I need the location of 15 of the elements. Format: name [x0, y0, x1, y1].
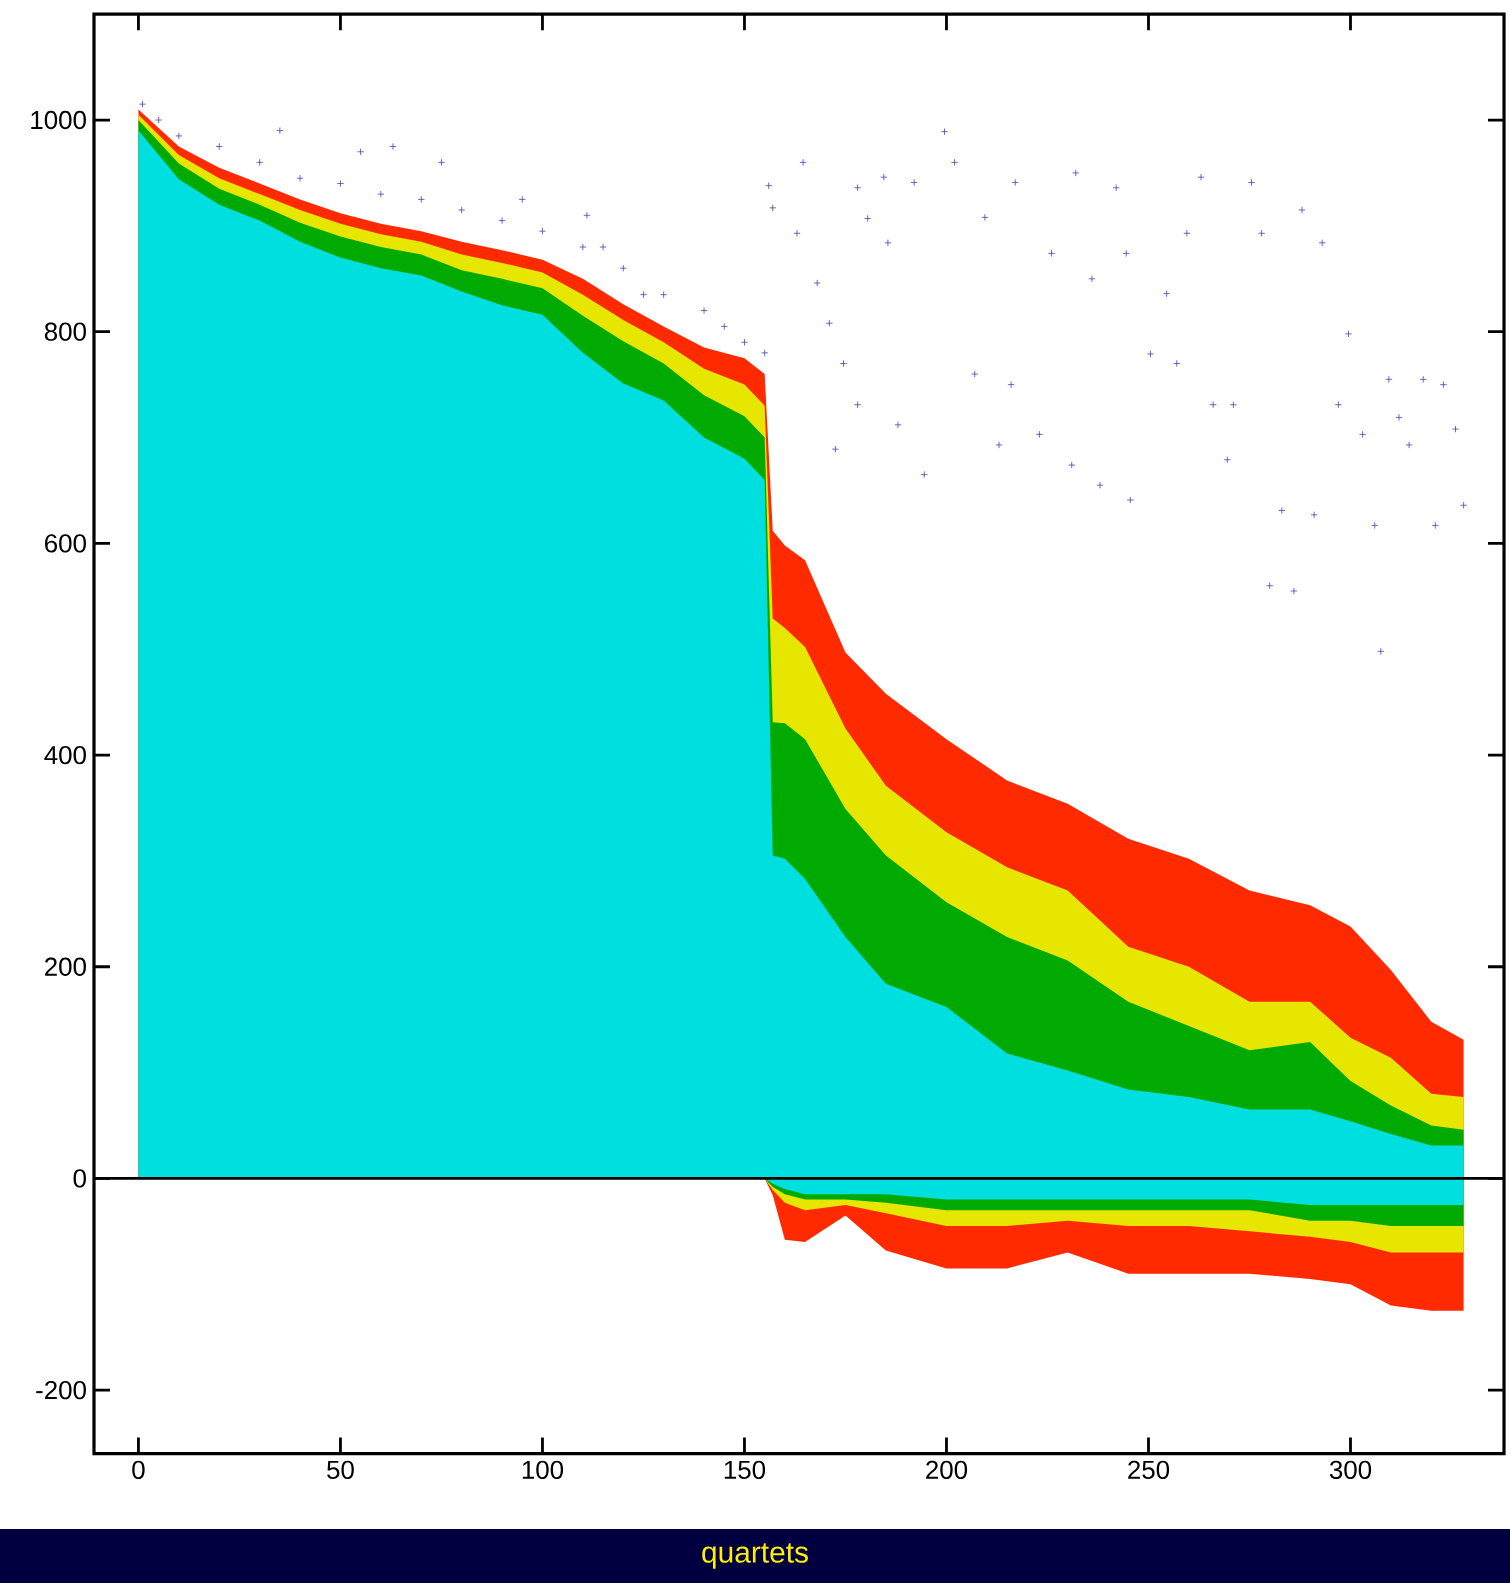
- y-tick-label: 800: [44, 322, 86, 341]
- y-tick-label: -200: [36, 1380, 86, 1400]
- x-axis-title: quartets: [702, 1543, 808, 1569]
- y-tick-label: 200: [45, 957, 86, 976]
- y-tick-label: 600: [45, 534, 86, 553]
- x-tick-label: 100: [522, 1460, 564, 1479]
- x-tick-label: 300: [1329, 1460, 1372, 1479]
- y-tick-label: 400: [44, 745, 86, 765]
- x-tick-label: 250: [1128, 1460, 1170, 1479]
- x-tick-label: 200: [926, 1460, 968, 1479]
- x-tick-label: 150: [724, 1460, 766, 1479]
- y-tick-label: 0: [73, 1169, 86, 1188]
- y-tick-label: 1000: [31, 110, 86, 130]
- x-tick-label: 50: [327, 1460, 354, 1479]
- x-tick-label: 0: [132, 1460, 145, 1479]
